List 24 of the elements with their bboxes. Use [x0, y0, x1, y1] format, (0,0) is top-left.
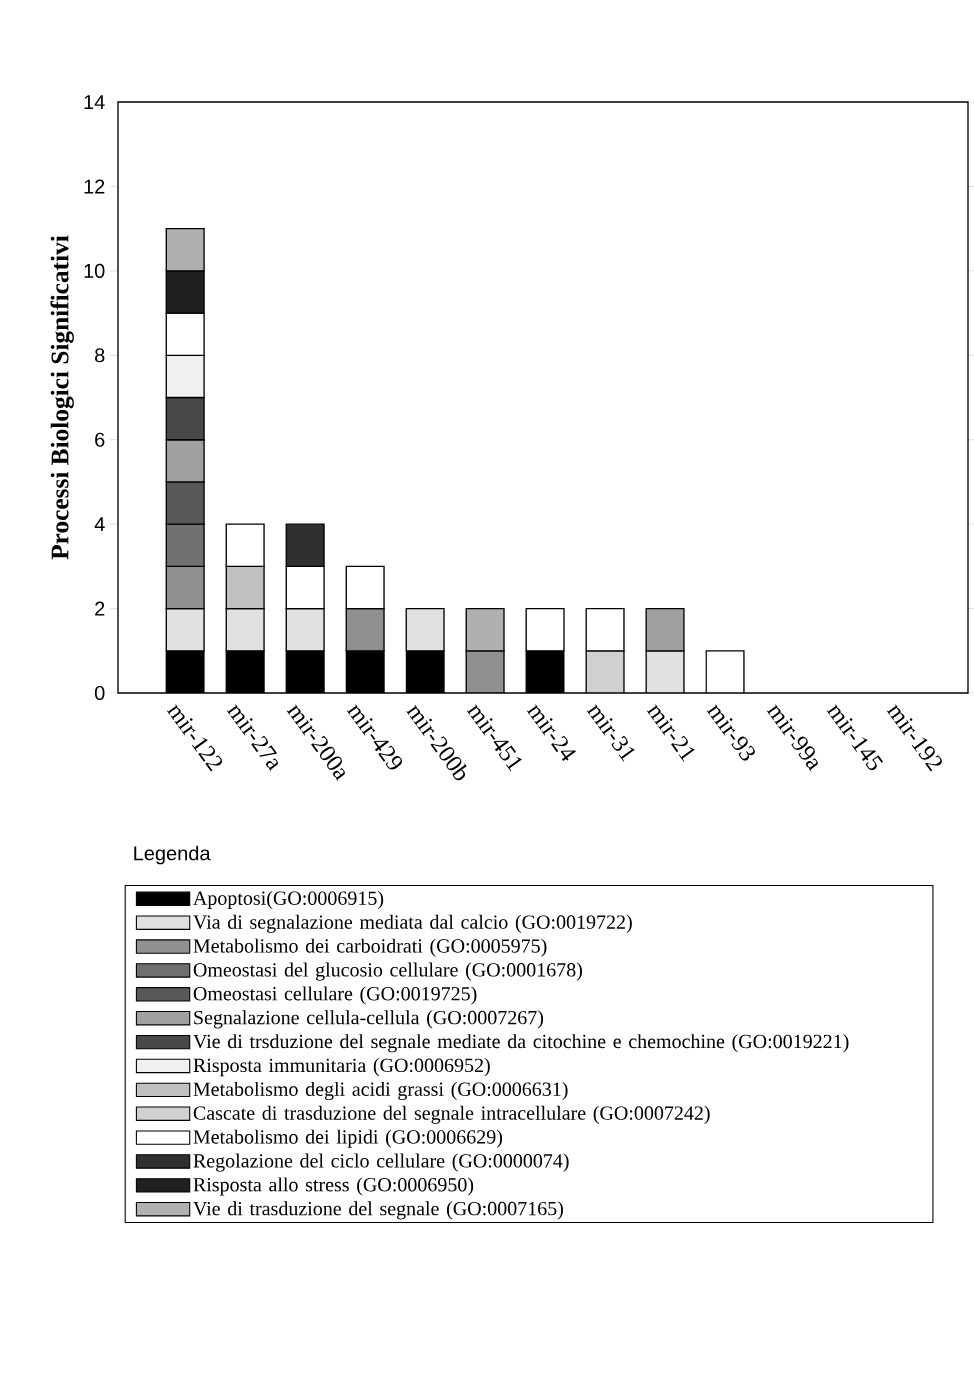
- legend-label: Risposta immunitaria (GO:0006952): [193, 1058, 490, 1077]
- legend-label: Apoptosi(GO:0006915): [193, 890, 384, 910]
- legend-label: Omeostasi cellulare (GO:0019725): [193, 986, 477, 1005]
- legend-label: Metabolismo degli acidi grassi (GO:0006631): [193, 1081, 568, 1101]
- y-tick-label: 10: [84, 263, 105, 278]
- legend-label: Cascate di trasduzione del segnale intracellulare (GO:0007242): [193, 1105, 710, 1124]
- legend-label: Metabolismo dei carboidrati (GO:0005975): [193, 938, 547, 957]
- y-tick-label: 6: [95, 432, 105, 447]
- legend-label: Vie di trasduzione del segnale (GO:0007165): [193, 1201, 563, 1220]
- y-tick-label: 0: [94, 685, 105, 701]
- legend-label: Via di segnalazione mediata dal calcio (GO:0019722): [193, 914, 632, 933]
- y-tick-label: 12: [84, 179, 105, 194]
- y-tick-label: 8: [95, 348, 105, 363]
- legend-label: Segnalazione cellula-cellula (GO:0007267): [194, 1010, 544, 1029]
- legend-label: Regolazione del ciclo cellulare (GO:0000074): [193, 1153, 569, 1172]
- legend-label: Vie di trsduzione del segnale mediate da citochine e chemochine (GO:0019221): [193, 1034, 849, 1053]
- y-tick-label: 14: [84, 95, 105, 109]
- legend-label: Omeostasi del glucosio cellulare (GO:0001678): [193, 962, 582, 981]
- y-tick-label: 2: [95, 601, 105, 616]
- legend-label: Risposta allo stress (GO:0006950): [193, 1177, 474, 1196]
- legend-label: Metabolismo dei lipidi (GO:0006629): [193, 1129, 503, 1148]
- y-tick-label: 4: [94, 517, 105, 532]
- legend-title: Legenda: [134, 845, 211, 865]
- y-axis-title: Processi Biologici Significativi: [50, 235, 74, 560]
